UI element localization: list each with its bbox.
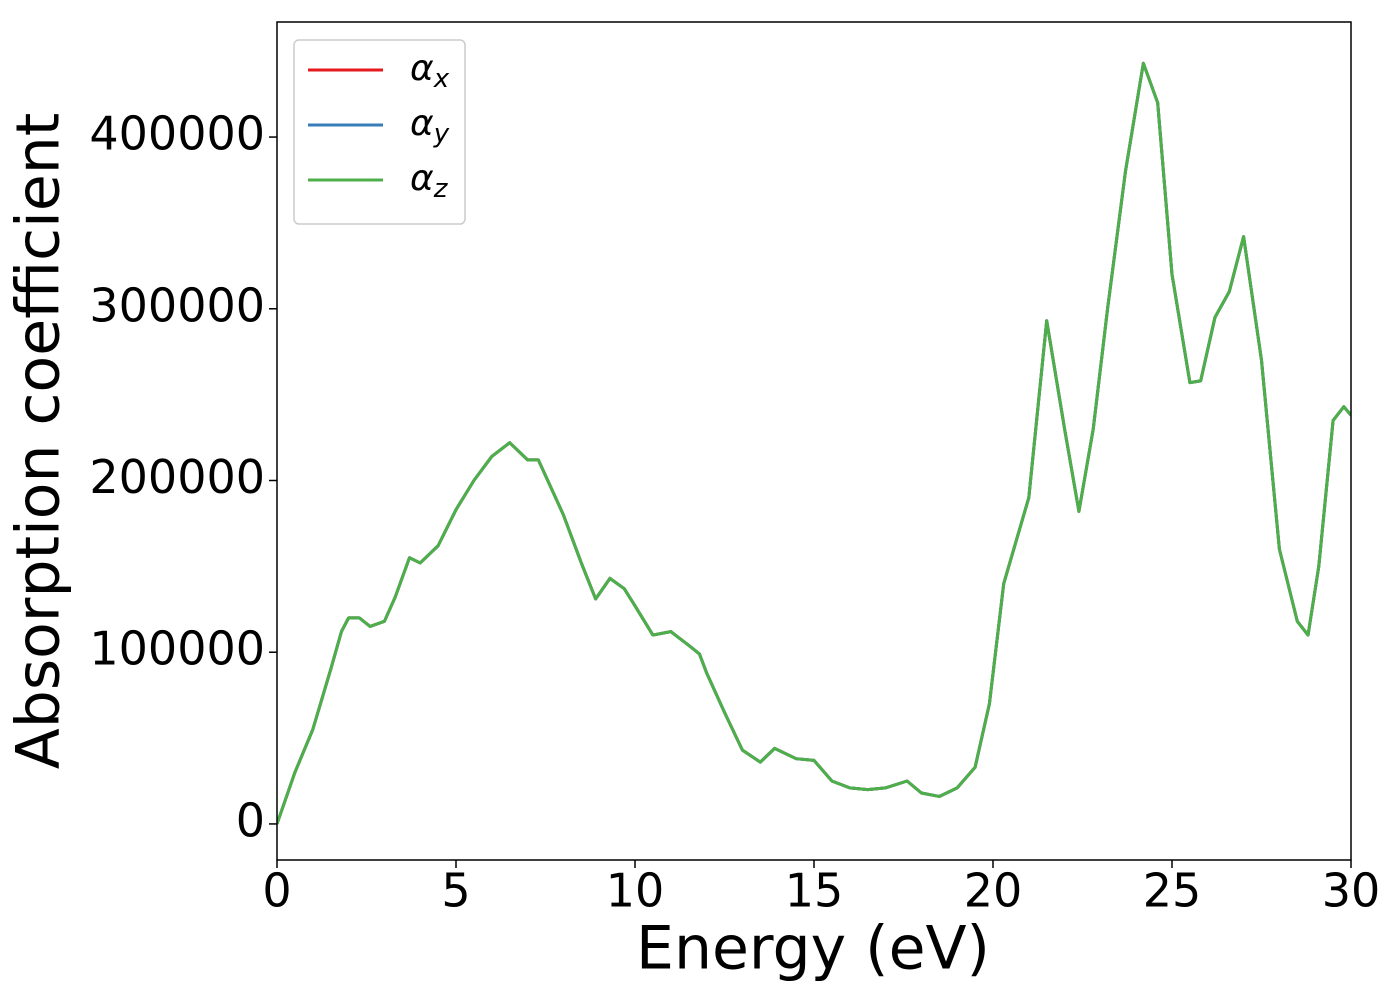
x-tick-label: 15 [785, 864, 844, 918]
y-axis-label: Absorption coefficient [4, 113, 74, 770]
legend-label: αz [410, 158, 449, 204]
y-tick-label: 100000 [89, 622, 265, 676]
x-tick-label: 5 [441, 864, 470, 918]
x-tick-label: 30 [1322, 864, 1381, 918]
y-tick-label: 200000 [89, 450, 265, 504]
y-tick-label: 300000 [89, 278, 265, 332]
legend-box [293, 39, 466, 225]
x-tick-label: 10 [606, 864, 665, 918]
legend-label: αy [410, 103, 450, 149]
y-tick-label: 400000 [89, 107, 265, 161]
x-tick-label: 20 [964, 864, 1023, 918]
y-tick-label: 0 [236, 793, 265, 847]
data-line [277, 61, 1351, 825]
x-tick-label: 25 [1143, 864, 1202, 918]
x-tick-label: 0 [262, 864, 291, 918]
x-axis-label: Energy (eV) [636, 914, 990, 984]
legend-label: αx [410, 48, 450, 94]
plot-frame [276, 21, 1352, 861]
